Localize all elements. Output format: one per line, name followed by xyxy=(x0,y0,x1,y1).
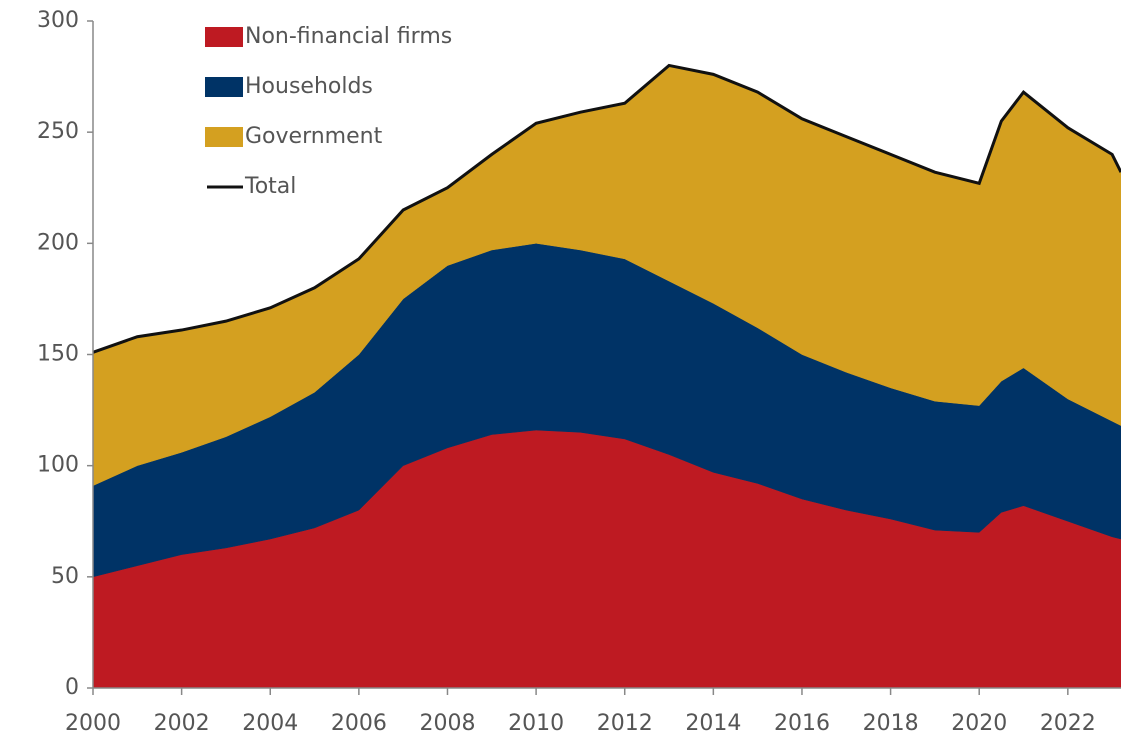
legend-swatch xyxy=(205,127,243,147)
x-tick-label: 2002 xyxy=(154,711,210,736)
y-tick-label: 50 xyxy=(51,564,79,589)
x-tick-label: 2008 xyxy=(419,711,475,736)
x-tick-label: 2000 xyxy=(65,711,121,736)
total-line xyxy=(92,63,1121,354)
y-tick-label: 150 xyxy=(37,342,79,367)
legend-label: Non-financial firms xyxy=(245,24,452,49)
legend-swatch xyxy=(205,27,243,47)
x-tick-label: 2006 xyxy=(331,711,387,736)
y-tick-label: 300 xyxy=(37,8,79,33)
y-tick-label: 200 xyxy=(37,230,79,255)
y-tick-label: 250 xyxy=(37,119,79,144)
x-tick-label: 2004 xyxy=(242,711,298,736)
x-tick-label: 2010 xyxy=(508,711,564,736)
x-tick-label: 2016 xyxy=(774,711,830,736)
y-tick-label: 0 xyxy=(65,675,79,700)
x-tick-label: 2012 xyxy=(597,711,653,736)
y-tick-label: 100 xyxy=(37,453,79,478)
x-tick-label: 2022 xyxy=(1040,711,1096,736)
legend-label: Total xyxy=(244,174,296,199)
x-tick-label: 2018 xyxy=(863,711,919,736)
x-tick-label: 2020 xyxy=(951,711,1007,736)
x-tick-label: 2014 xyxy=(685,711,741,736)
legend-label: Government xyxy=(245,124,383,149)
legend-swatch xyxy=(205,77,243,97)
legend-label: Households xyxy=(245,74,373,99)
